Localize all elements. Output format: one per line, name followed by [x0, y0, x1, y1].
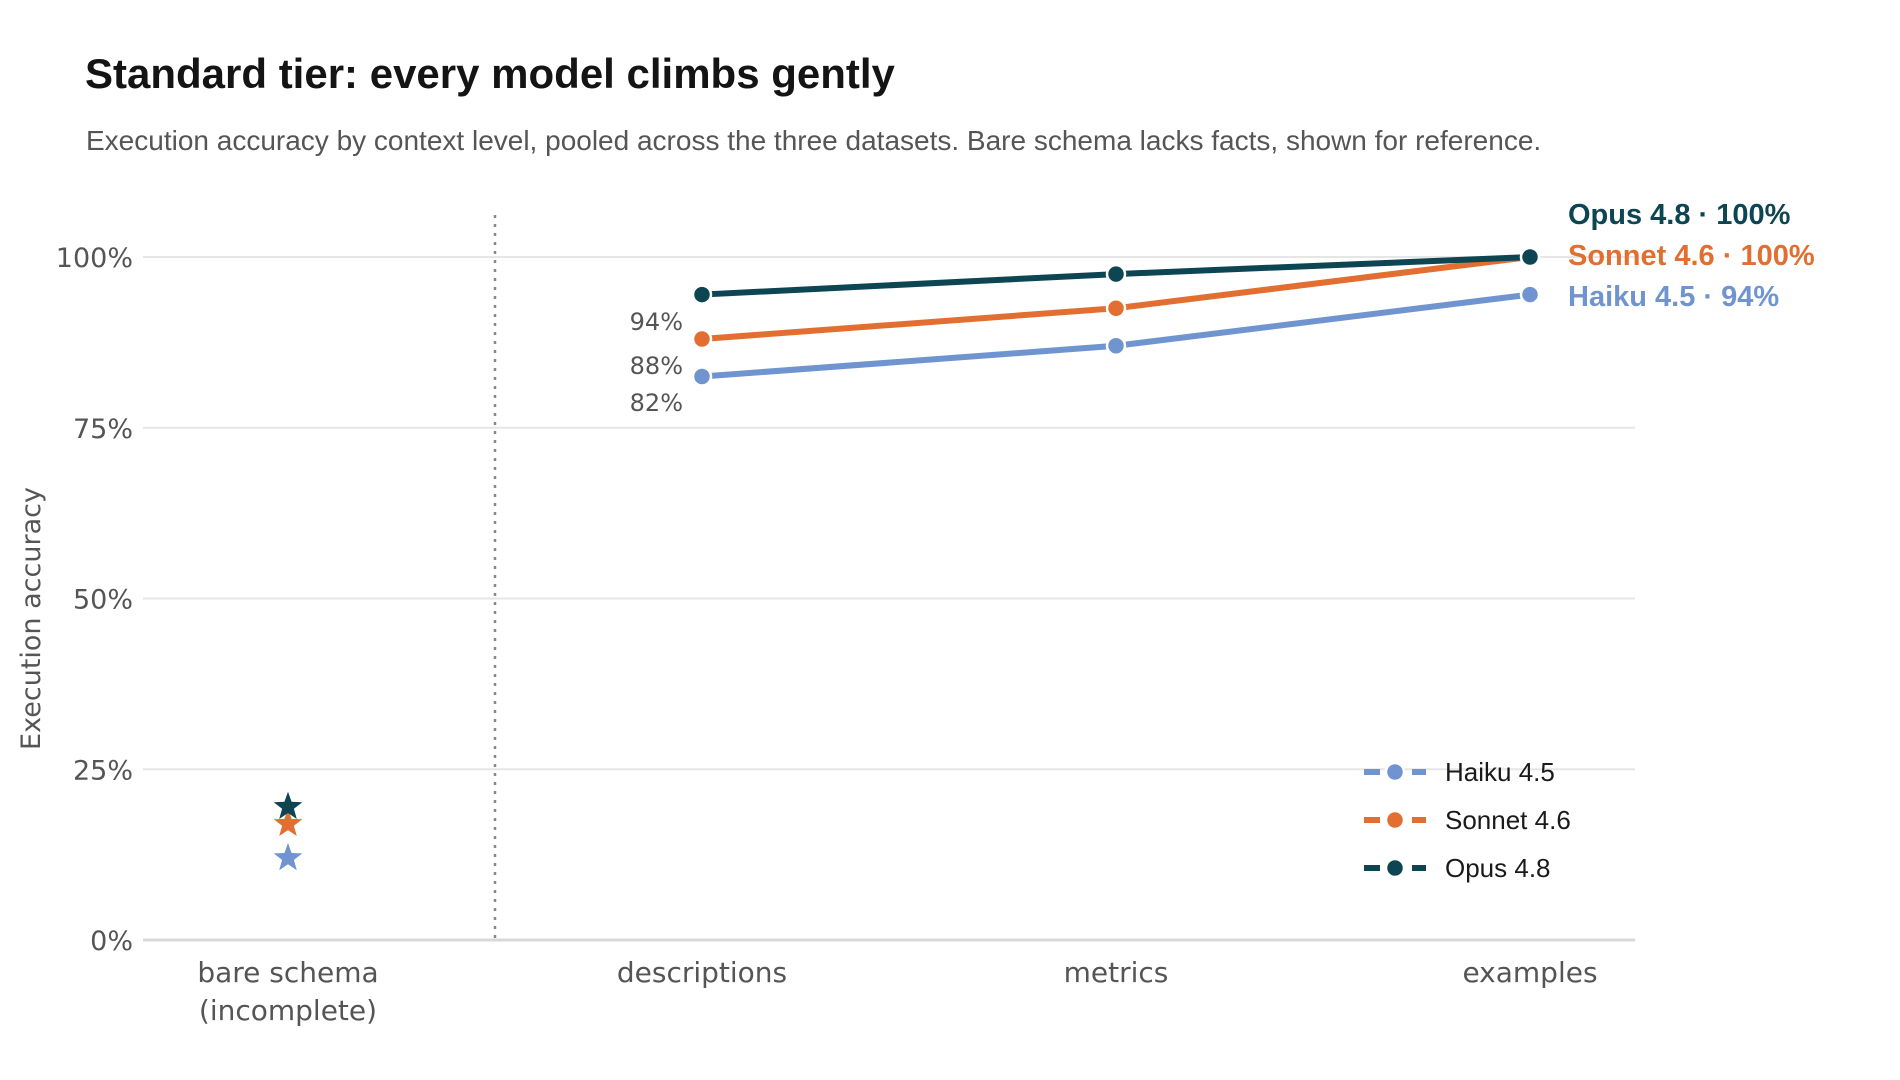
- data-point-haiku-4-5: [1105, 335, 1127, 357]
- end-value-label: Opus 4.8 · 100%: [1568, 199, 1791, 231]
- legend-swatch-dot: [1384, 809, 1406, 831]
- legend-label: Sonnet 4.6: [1445, 805, 1571, 835]
- data-point-opus-4-8: [691, 284, 713, 305]
- x-tick-label: bare schema (incomplete): [197, 956, 378, 1027]
- data-point-haiku-4-5: [691, 366, 713, 387]
- data-point-haiku-4-5: [1519, 284, 1541, 305]
- y-tick-label: 0%: [90, 926, 133, 957]
- data-point-opus-4-8: [1105, 263, 1127, 285]
- start-value-label: 82%: [630, 389, 683, 417]
- start-value-label: 88%: [630, 352, 683, 380]
- reference-star-opus-4-8: [273, 791, 303, 819]
- x-tick-label: metrics: [1064, 956, 1169, 989]
- legend-label: Haiku 4.5: [1445, 757, 1555, 787]
- end-value-label: Sonnet 4.6 · 100%: [1568, 240, 1815, 272]
- reference-star-haiku-4-5: [273, 843, 303, 871]
- y-tick-label: 25%: [73, 755, 133, 786]
- chart-title: Standard tier: every model climbs gently: [85, 50, 895, 97]
- y-tick-label: 50%: [73, 585, 133, 616]
- chart-subtitle: Execution accuracy by context level, poo…: [86, 125, 1542, 156]
- y-axis-title: Execution accuracy: [16, 487, 47, 750]
- x-tick-label: examples: [1462, 956, 1597, 989]
- reference-star-sonnet-4-6: [273, 808, 303, 836]
- x-tick-label: descriptions: [617, 956, 787, 989]
- legend-label: Opus 4.8: [1445, 853, 1551, 883]
- legend-swatch-dot: [1384, 857, 1406, 879]
- data-point-sonnet-4-6: [1105, 297, 1127, 319]
- start-value-label: 94%: [630, 308, 683, 336]
- data-point-opus-4-8: [1519, 246, 1541, 268]
- legend-swatch-dot: [1384, 761, 1406, 783]
- y-tick-label: 100%: [56, 243, 133, 274]
- y-tick-label: 75%: [73, 414, 133, 445]
- end-value-label: Haiku 4.5 · 94%: [1568, 281, 1779, 313]
- data-point-sonnet-4-6: [691, 328, 713, 350]
